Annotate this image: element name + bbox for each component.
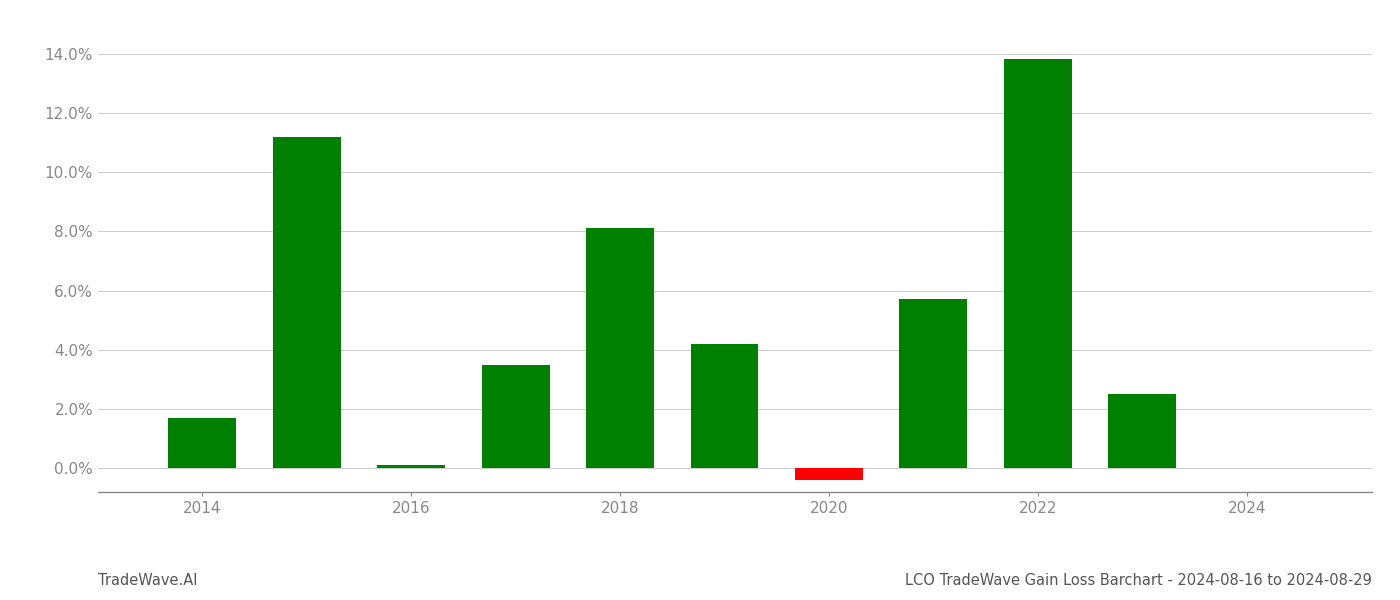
Bar <box>899 299 967 469</box>
Bar <box>168 418 237 469</box>
Bar <box>1004 59 1072 469</box>
Bar <box>273 136 340 469</box>
Bar <box>795 469 862 480</box>
Bar <box>482 365 550 469</box>
Bar <box>378 466 445 469</box>
Text: TradeWave.AI: TradeWave.AI <box>98 573 197 588</box>
Text: LCO TradeWave Gain Loss Barchart - 2024-08-16 to 2024-08-29: LCO TradeWave Gain Loss Barchart - 2024-… <box>906 573 1372 588</box>
Bar <box>1109 394 1176 469</box>
Bar <box>587 229 654 469</box>
Bar <box>690 344 759 469</box>
